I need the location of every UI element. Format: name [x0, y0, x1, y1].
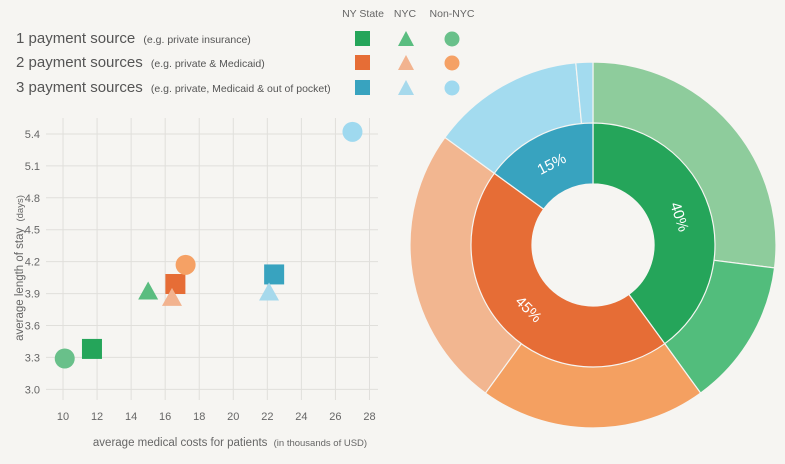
- y-tick-label: 3.0: [25, 384, 40, 396]
- scatter-ticks: 10 12 14 16 18 20 22 24 26 28 3.0 3.3 3.6 3.9 4.2 4.5 4.…: [25, 129, 376, 423]
- donut-inner-segment-1: [592, 122, 716, 345]
- donut-inner-segment-2: [470, 172, 666, 368]
- legend-row-2-sub: (e.g. private & Medicaid): [151, 58, 265, 70]
- scatter-point-square: [81, 338, 102, 359]
- legend-row-3: 3 payment sources (e.g. private, Medicai…: [16, 79, 331, 96]
- x-tick-label: 20: [227, 411, 239, 423]
- legend-row-3-main: 3 payment sources: [16, 79, 143, 96]
- y-axis-title: average length of stay (days): [14, 195, 26, 341]
- legend-square-blue: [355, 80, 370, 95]
- legend-col-nonnyc: Non-NYC: [430, 8, 475, 20]
- legend-row-1: 1 payment source (e.g. private insurance…: [16, 30, 251, 47]
- x-tick-label: 24: [295, 411, 307, 423]
- legend-square-orange: [355, 55, 370, 70]
- legend-triangle-green: [398, 31, 414, 46]
- scatter-point-triangle: [138, 281, 159, 300]
- scatter-point-circle: [54, 348, 75, 369]
- donut-chart: 40%45%15%: [409, 61, 777, 429]
- scatter-point-square: [264, 264, 285, 285]
- legend-triangle-orange: [398, 55, 414, 70]
- legend-row-2-main: 2 payment sources: [16, 54, 143, 71]
- y-tick-label: 3.6: [25, 321, 40, 333]
- y-tick-label: 4.5: [25, 225, 40, 237]
- x-axis-title-main: average medical costs for patients: [93, 437, 268, 449]
- x-tick-label: 12: [91, 411, 103, 423]
- scatter-point-triangle: [161, 287, 182, 306]
- scatter-point-square: [165, 274, 186, 295]
- legend-circle-blue: [444, 80, 460, 96]
- x-tick-label: 10: [57, 411, 69, 423]
- legend-row-2: 2 payment sources (e.g. private & Medica…: [16, 54, 265, 71]
- legend-circle-green: [444, 31, 460, 47]
- x-tick-label: 26: [329, 411, 341, 423]
- legend-circle-orange: [444, 55, 460, 71]
- x-axis-title-unit: (in thousands of USD): [274, 438, 367, 449]
- scatter-point-triangle: [259, 282, 280, 301]
- legend-row-1-sub: (e.g. private insurance): [143, 34, 250, 46]
- x-tick-label: 14: [125, 411, 137, 423]
- y-tick-label: 3.3: [25, 352, 40, 364]
- y-axis-title-unit: (days): [15, 195, 26, 221]
- x-tick-label: 22: [261, 411, 273, 423]
- legend-col-nyc: NYC: [394, 8, 417, 20]
- y-tick-label: 4.8: [25, 193, 40, 205]
- x-tick-label: 18: [193, 411, 205, 423]
- legend-row-3-sub: (e.g. private, Medicaid & out of pocket): [151, 83, 331, 95]
- legend-col-nystate: NY State: [342, 8, 384, 20]
- scatter-point-circle: [342, 121, 363, 142]
- y-tick-label: 3.9: [25, 289, 40, 301]
- legend-triangle-blue: [398, 80, 414, 95]
- scatter-points: [54, 121, 363, 369]
- y-tick-label: 5.1: [25, 161, 40, 173]
- x-tick-label: 28: [363, 411, 375, 423]
- y-axis-title-main: average length of stay: [14, 227, 26, 340]
- scatter-point-circle: [175, 254, 196, 275]
- legend-row-1-main: 1 payment source: [16, 30, 135, 47]
- donut-inner-segment-3: [493, 122, 594, 210]
- y-tick-label: 4.2: [25, 257, 40, 269]
- x-tick-label: 16: [159, 411, 171, 423]
- legend-square-green: [355, 31, 370, 46]
- y-tick-label: 5.4: [25, 129, 40, 141]
- x-axis-title: average medical costs for patients (in t…: [93, 437, 367, 449]
